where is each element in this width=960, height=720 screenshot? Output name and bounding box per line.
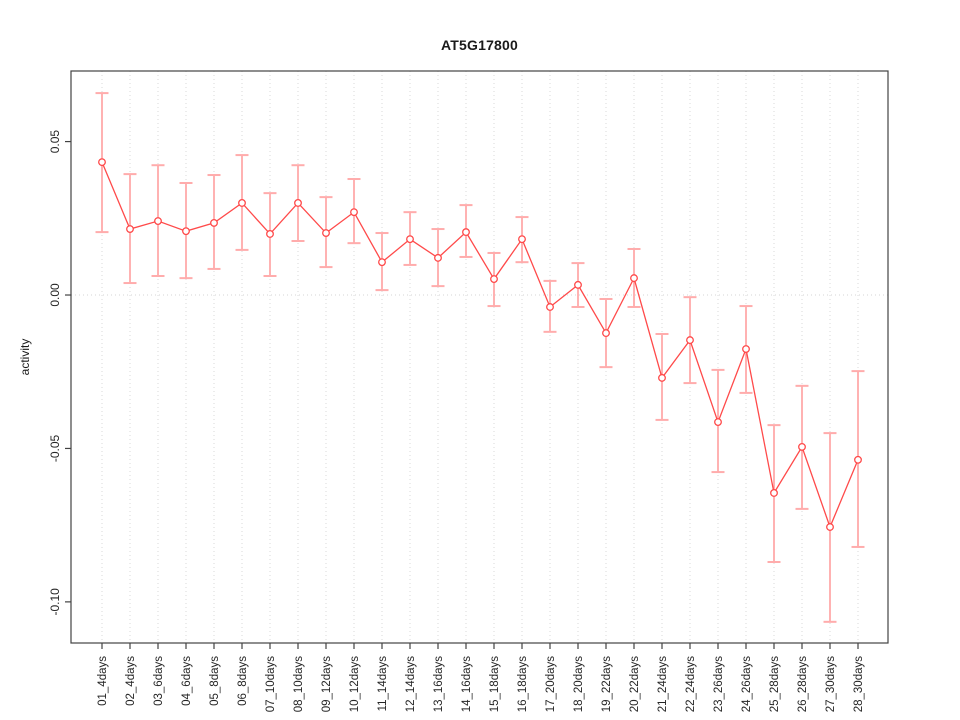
data-point <box>630 274 638 283</box>
data-point <box>826 523 834 531</box>
y-tick-label: -0.05 <box>48 434 62 462</box>
x-tick-label: 22_24days <box>685 656 697 713</box>
x-tick-label: 06_8days <box>237 656 249 706</box>
x-tick-label: 28_30days <box>853 656 865 713</box>
data-point <box>854 455 862 464</box>
x-tick-label: 17_20days <box>545 656 557 713</box>
x-tick-label: 21_24days <box>657 656 669 713</box>
y-tick-label: -0.10 <box>48 588 62 616</box>
data-point <box>350 208 358 217</box>
data-point <box>154 217 162 226</box>
data-point <box>714 418 722 427</box>
data-point <box>266 229 274 238</box>
data-point <box>294 199 302 207</box>
data-point <box>602 329 610 338</box>
data-point <box>770 488 778 497</box>
data-point <box>238 199 246 207</box>
x-tick-label: 23_26days <box>713 656 725 713</box>
data-point <box>406 235 414 244</box>
x-tick-label: 07_10days <box>265 656 277 713</box>
data-point <box>322 229 330 237</box>
data-point <box>518 235 526 244</box>
series-line <box>101 161 859 529</box>
data-point <box>686 336 694 345</box>
chart-title: AT5G17800 <box>440 37 519 53</box>
x-tick-label: 19_22days <box>601 656 613 713</box>
x-tick-label: 24_26days <box>741 656 753 713</box>
data-point <box>658 373 666 382</box>
x-tick-label: 14_16days <box>461 656 473 713</box>
x-tick-label: 05_8days <box>209 656 221 706</box>
plot-frame <box>70 70 889 644</box>
x-tick-label: 04_6days <box>181 656 193 706</box>
x-tick-label: 20_22days <box>629 656 641 713</box>
data-point <box>546 303 554 311</box>
data-point <box>434 253 442 262</box>
data-point <box>378 258 386 267</box>
data-point <box>126 225 134 233</box>
x-tick-label: 16_18days <box>517 656 529 713</box>
x-tick-label: 11_14days <box>377 656 389 712</box>
data-point <box>490 275 498 284</box>
y-tick-label: 0.05 <box>48 130 62 154</box>
x-tick-label: 09_12days <box>321 656 333 713</box>
x-tick-label: 03_6days <box>153 656 165 706</box>
data-point <box>574 280 582 289</box>
y-tick-label: 0.00 <box>48 283 62 307</box>
data-point <box>98 158 106 167</box>
x-tick-label: 13_16days <box>433 656 445 713</box>
x-tick-label: 15_18days <box>489 656 501 713</box>
x-tick-label: 26_28days <box>797 656 809 713</box>
x-tick-label: 10_12days <box>349 656 361 713</box>
x-tick-label: 12_14days <box>405 656 417 713</box>
data-point <box>182 227 190 236</box>
data-point <box>462 228 470 237</box>
x-tick-label: 27_30days <box>825 656 837 713</box>
data-point <box>742 345 750 353</box>
x-tick-label: 02_4days <box>125 656 137 706</box>
x-tick-label: 08_10days <box>293 656 305 713</box>
x-tick-label: 25_28days <box>769 656 781 713</box>
x-tick-label: 18_20days <box>573 656 585 713</box>
x-tick-label: 01_4days <box>97 656 109 706</box>
data-point <box>798 442 806 451</box>
data-point <box>210 218 218 227</box>
